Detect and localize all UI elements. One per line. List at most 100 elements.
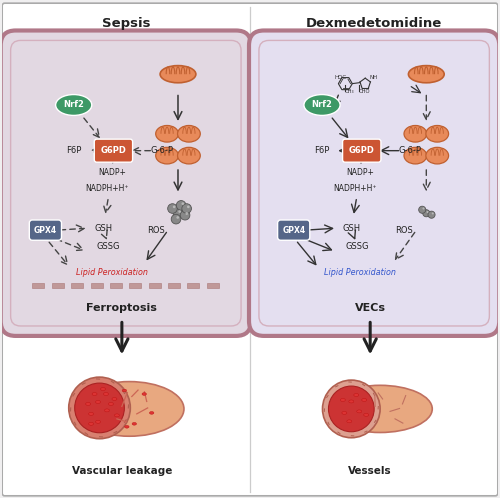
Text: Ferroptosis: Ferroptosis (86, 303, 158, 313)
FancyBboxPatch shape (249, 30, 500, 336)
Text: Lipid Peroxidation: Lipid Peroxidation (76, 268, 148, 277)
Circle shape (171, 214, 181, 224)
Ellipse shape (74, 381, 184, 436)
Text: ROS: ROS (147, 226, 164, 235)
Ellipse shape (92, 392, 97, 395)
Ellipse shape (347, 420, 352, 423)
Bar (71, 283, 83, 288)
Ellipse shape (96, 420, 100, 423)
Ellipse shape (150, 411, 154, 414)
Ellipse shape (408, 66, 444, 83)
Ellipse shape (88, 412, 94, 415)
Bar (148, 283, 160, 288)
Circle shape (180, 210, 190, 220)
Ellipse shape (362, 398, 366, 401)
Ellipse shape (364, 413, 368, 416)
Text: G6PD: G6PD (100, 146, 126, 155)
Text: NADP+: NADP+ (98, 167, 126, 176)
Ellipse shape (108, 402, 114, 405)
Bar (110, 283, 122, 288)
Ellipse shape (404, 147, 426, 164)
Ellipse shape (122, 389, 126, 392)
Circle shape (68, 377, 130, 439)
Text: GSH: GSH (94, 224, 112, 233)
FancyBboxPatch shape (30, 220, 62, 240)
Ellipse shape (160, 66, 196, 83)
Bar (130, 283, 141, 288)
Ellipse shape (88, 422, 94, 425)
Ellipse shape (132, 422, 136, 425)
Text: Vascular leakage: Vascular leakage (72, 467, 172, 477)
Text: GPX4: GPX4 (34, 226, 57, 235)
Text: Dexmedetomidine: Dexmedetomidine (306, 16, 442, 29)
Text: G6PD: G6PD (349, 146, 374, 155)
Circle shape (422, 210, 430, 217)
Text: NH: NH (369, 75, 378, 80)
FancyBboxPatch shape (278, 220, 310, 240)
Text: ROS: ROS (395, 226, 413, 235)
Ellipse shape (328, 385, 432, 432)
Ellipse shape (178, 147, 201, 164)
Ellipse shape (426, 125, 448, 142)
Bar (32, 283, 44, 288)
Bar (188, 283, 200, 288)
Circle shape (168, 204, 177, 213)
FancyBboxPatch shape (0, 30, 251, 336)
Text: NADPH+H⁺: NADPH+H⁺ (85, 184, 128, 193)
Text: CH₃: CH₃ (344, 89, 354, 94)
Text: G-6-P: G-6-P (150, 146, 173, 155)
Ellipse shape (104, 392, 108, 395)
Circle shape (418, 206, 426, 213)
Circle shape (428, 211, 435, 218)
Text: NADPH+H⁺: NADPH+H⁺ (334, 184, 377, 193)
Ellipse shape (349, 400, 354, 403)
Circle shape (328, 386, 374, 432)
Text: HOC: HOC (334, 75, 346, 80)
Text: Sepsis: Sepsis (102, 16, 150, 29)
Bar (52, 283, 64, 288)
Circle shape (173, 206, 176, 208)
Text: NADP+: NADP+ (346, 167, 374, 176)
Circle shape (186, 212, 188, 215)
Circle shape (178, 210, 181, 213)
Circle shape (182, 202, 184, 205)
Text: GSH: GSH (342, 224, 361, 233)
Circle shape (422, 208, 424, 210)
Ellipse shape (156, 125, 178, 142)
Text: CHO: CHO (358, 89, 370, 94)
Text: Nrf2: Nrf2 (312, 101, 332, 110)
FancyBboxPatch shape (2, 3, 498, 496)
Text: Vessels: Vessels (348, 467, 392, 477)
Ellipse shape (156, 147, 178, 164)
Text: G-6-P: G-6-P (398, 146, 421, 155)
FancyBboxPatch shape (94, 139, 132, 162)
Ellipse shape (404, 125, 426, 142)
Text: Lipid Peroxidation: Lipid Peroxidation (324, 268, 396, 277)
Text: Nrf2: Nrf2 (64, 101, 84, 110)
Circle shape (426, 211, 428, 213)
Text: F6P: F6P (314, 146, 330, 155)
Ellipse shape (104, 409, 110, 412)
Ellipse shape (354, 393, 359, 396)
FancyBboxPatch shape (342, 139, 381, 162)
Ellipse shape (426, 147, 448, 164)
Bar (207, 283, 219, 288)
Ellipse shape (357, 410, 362, 413)
Ellipse shape (100, 387, 105, 390)
Ellipse shape (56, 95, 92, 116)
Text: GSSG: GSSG (96, 242, 120, 251)
Circle shape (322, 380, 380, 438)
Circle shape (176, 216, 179, 219)
Ellipse shape (124, 425, 129, 428)
Ellipse shape (178, 125, 201, 142)
Ellipse shape (86, 402, 90, 405)
Ellipse shape (340, 398, 345, 401)
Circle shape (176, 201, 186, 210)
Bar (90, 283, 102, 288)
Circle shape (187, 206, 190, 208)
Ellipse shape (142, 392, 146, 395)
Text: F6P: F6P (66, 146, 82, 155)
Text: VECs: VECs (354, 303, 386, 313)
Ellipse shape (114, 414, 119, 417)
Ellipse shape (304, 95, 340, 116)
